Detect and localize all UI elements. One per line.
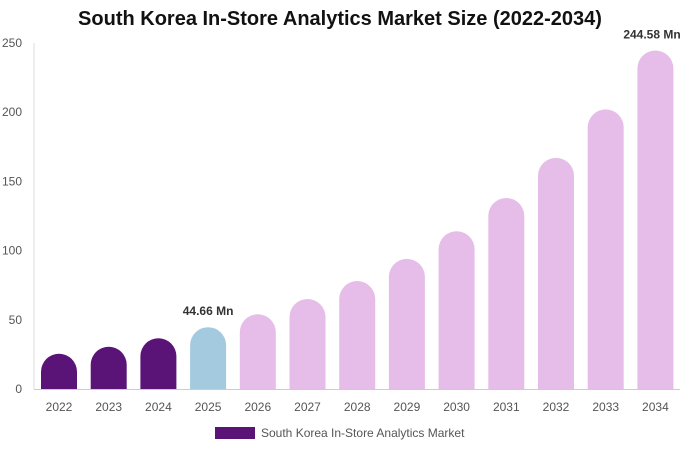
legend-swatch bbox=[215, 427, 255, 439]
bar-2028 bbox=[339, 281, 376, 389]
x-tick-label: 2031 bbox=[493, 400, 520, 414]
data-label: 44.66 Mn bbox=[183, 304, 234, 318]
x-tick-label: 2026 bbox=[244, 400, 271, 414]
bar-2025 bbox=[190, 327, 227, 389]
y-tick-label: 0 bbox=[15, 382, 22, 396]
y-tick-label: 100 bbox=[2, 244, 22, 258]
x-tick-label: 2030 bbox=[443, 400, 470, 414]
chart-title: South Korea In-Store Analytics Market Si… bbox=[78, 8, 602, 30]
bar-2030 bbox=[438, 231, 475, 389]
x-tick-label: 2027 bbox=[294, 400, 321, 414]
x-tick-label: 2022 bbox=[46, 400, 73, 414]
data-label: 244.58 Mn bbox=[623, 28, 680, 42]
x-tick-label: 2033 bbox=[592, 400, 619, 414]
bar-2022 bbox=[41, 353, 77, 389]
x-tick-label: 2032 bbox=[543, 400, 570, 414]
y-tick-label: 50 bbox=[9, 313, 23, 327]
bar-2033 bbox=[587, 109, 624, 389]
bar-2024 bbox=[140, 338, 177, 389]
x-tick-label: 2028 bbox=[344, 400, 371, 414]
x-tick-label: 2034 bbox=[642, 400, 669, 414]
y-tick-label: 250 bbox=[2, 36, 22, 50]
x-tick-label: 2023 bbox=[95, 400, 122, 414]
bar-2023 bbox=[90, 346, 127, 389]
y-tick-label: 200 bbox=[2, 105, 22, 119]
bar-2026 bbox=[239, 314, 276, 389]
bar-2034 bbox=[637, 50, 674, 389]
x-tick-label: 2029 bbox=[394, 400, 421, 414]
y-tick-label: 150 bbox=[2, 174, 22, 188]
bar-2031 bbox=[488, 198, 525, 389]
x-tick-label: 2025 bbox=[195, 400, 222, 414]
bar-2032 bbox=[538, 157, 574, 389]
bar-2029 bbox=[388, 258, 425, 389]
x-tick-label: 2024 bbox=[145, 400, 172, 414]
legend-label: South Korea In-Store Analytics Market bbox=[261, 426, 465, 440]
legend: South Korea In-Store Analytics Market bbox=[215, 425, 464, 441]
bar-2027 bbox=[289, 299, 326, 389]
